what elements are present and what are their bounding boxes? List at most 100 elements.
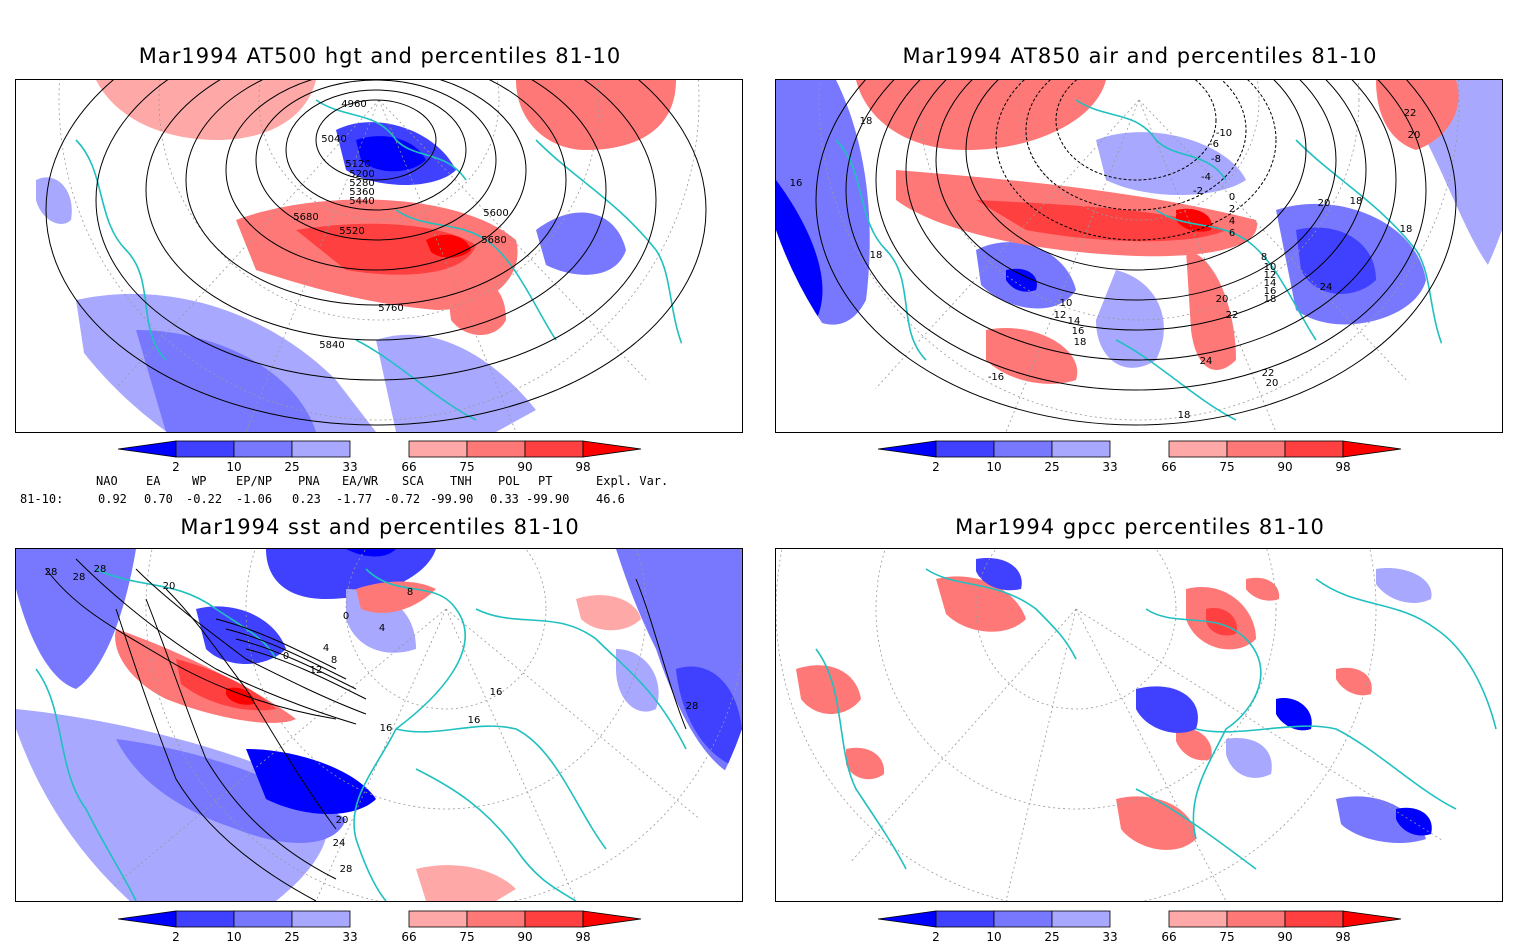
colorbar-swatch	[993, 910, 1053, 928]
shade-blue-south	[376, 334, 536, 432]
contour-label: 16	[380, 723, 393, 734]
contour-label: 20	[1318, 198, 1331, 209]
colorbar-tick-label: 66	[401, 930, 416, 944]
contour-label: 24	[333, 838, 346, 849]
shade-blue-patch	[976, 558, 1022, 591]
colorbar-swatch	[466, 440, 526, 458]
colorbar-tick-label: 25	[1044, 930, 1059, 944]
colorbar-swatch	[466, 910, 526, 928]
colorbar-tick-label: 98	[575, 460, 590, 474]
colorbar-swatch	[175, 440, 235, 458]
shade-blue-north	[266, 549, 436, 599]
contour-label: 5520	[339, 226, 364, 237]
colorbar-tick-label: 10	[226, 460, 241, 474]
shade-blue-2	[776, 180, 823, 320]
coastlines	[835, 99, 1457, 421]
contour-label: 22	[1226, 310, 1239, 321]
contour-label: 18	[870, 250, 883, 261]
contour-label: 5840	[319, 340, 344, 351]
contours	[45, 558, 687, 901]
contour-label: 18	[1350, 196, 1363, 207]
shade-blue-2	[356, 136, 426, 172]
contour-label: 20	[336, 815, 349, 826]
index-value: -0.72	[384, 492, 421, 506]
contour-label: 12	[310, 665, 323, 676]
contour-label: -4	[1201, 172, 1211, 183]
contour-label: 5280	[349, 178, 374, 189]
colorbar-tick-label: 33	[342, 460, 357, 474]
contours	[815, 80, 1457, 426]
shade-blue-east-core	[676, 666, 742, 769]
contour-label: -10	[1216, 128, 1232, 139]
contour-label: 14	[1068, 316, 1081, 327]
shade-blue-east-core	[1296, 227, 1376, 294]
colorbar-svg: 2 10 25 33 66 75 90 98	[117, 910, 642, 944]
colorbar-tick-label: 66	[401, 460, 416, 474]
contour-label: 16	[468, 715, 481, 726]
shade-red-patch	[1116, 796, 1196, 850]
index-value: 0.33	[490, 492, 519, 506]
colorbar-svg: 2 10 25 33 66 75 90 98	[117, 440, 642, 474]
contour-label: 8	[407, 587, 413, 598]
colorbar-swatch	[1226, 440, 1286, 458]
contour-label: 20	[163, 581, 176, 592]
map-gpcc-svg	[776, 549, 1497, 901]
colorbar-tick-label: 75	[459, 930, 474, 944]
index-value: -0.22	[186, 492, 223, 506]
contour-label: 18	[1178, 410, 1191, 421]
contour-label: 4	[323, 643, 329, 654]
colorbar-tick-label: 2	[172, 460, 180, 474]
colorbar-tick-label: 10	[986, 460, 1001, 474]
contour-label: 8	[1261, 252, 1267, 263]
map-air-svg: 18 16 18 -10 -8 -6 -4 -2 0 2 4 6 8 10 12…	[776, 80, 1502, 432]
colorbar-tick-label: 33	[1102, 930, 1117, 944]
colorbar-svg: 2 10 25 33 66 75 90 98	[877, 440, 1402, 474]
contour-label: 28	[73, 572, 86, 583]
colorbar-tick-label: 2	[172, 930, 180, 944]
shade-blue-core	[1006, 268, 1037, 292]
colorbar-arrow-right	[1342, 910, 1402, 928]
map-panel-sst: 28 28 28 20 0 4 8 12 0 4 8 16 16 16 20 2…	[15, 548, 743, 902]
colorbar-arrow-left	[117, 910, 177, 928]
colorbar-tick-label: 33	[1102, 460, 1117, 474]
contour-label: -2	[1193, 186, 1203, 197]
colorbar-tick-label: 90	[517, 460, 532, 474]
index-value: 46.6	[596, 492, 625, 506]
index-header: SCA	[402, 474, 424, 488]
colorbar-tick-label: 66	[1161, 460, 1176, 474]
contour-label: 16	[1264, 286, 1277, 297]
contour-label: 18	[1264, 294, 1277, 305]
shade-blue-core	[1396, 807, 1432, 836]
index-header: PT	[538, 474, 553, 488]
shade-blue-25	[16, 709, 329, 901]
colorbar-swatch	[524, 440, 584, 458]
shade-blue-center	[196, 606, 286, 664]
contour-label: 0	[343, 611, 349, 622]
colorbar-swatch	[524, 910, 584, 928]
index-value: 0.23	[292, 492, 321, 506]
colorbar-air: 2 10 25 33 66 75 90 98	[877, 439, 1403, 479]
shade-blue-west	[36, 177, 72, 224]
index-value: -99.90	[430, 492, 474, 506]
shade-red-south	[416, 865, 516, 901]
colorbar-hgt: 2 10 25 33 66 75 90 98	[117, 439, 643, 479]
contour-label: 5600	[483, 208, 508, 219]
contour-label: 5360	[349, 187, 374, 198]
colorbar-tick-label: 98	[1335, 460, 1350, 474]
shade-red-south	[1186, 250, 1236, 370]
shade-red-max	[426, 234, 471, 258]
shade-blue-nw	[16, 549, 136, 689]
contours	[45, 80, 707, 426]
index-header: TNH	[450, 474, 472, 488]
map-panel-hgt: 4960 5040 5120 5200 5280 5360 5440 5520 …	[15, 79, 743, 433]
shade-red-east	[576, 595, 641, 631]
index-header: POL	[498, 474, 520, 488]
index-value: -1.06	[236, 492, 273, 506]
shade-blue-north	[1096, 132, 1246, 195]
map-grid	[818, 80, 1460, 432]
contour-label: 10	[1060, 298, 1073, 309]
colorbar-arrow-left	[117, 440, 177, 458]
colorbar-swatch	[1051, 440, 1111, 458]
shade-blue-south	[1096, 270, 1164, 368]
contour-label: 28	[45, 567, 58, 578]
